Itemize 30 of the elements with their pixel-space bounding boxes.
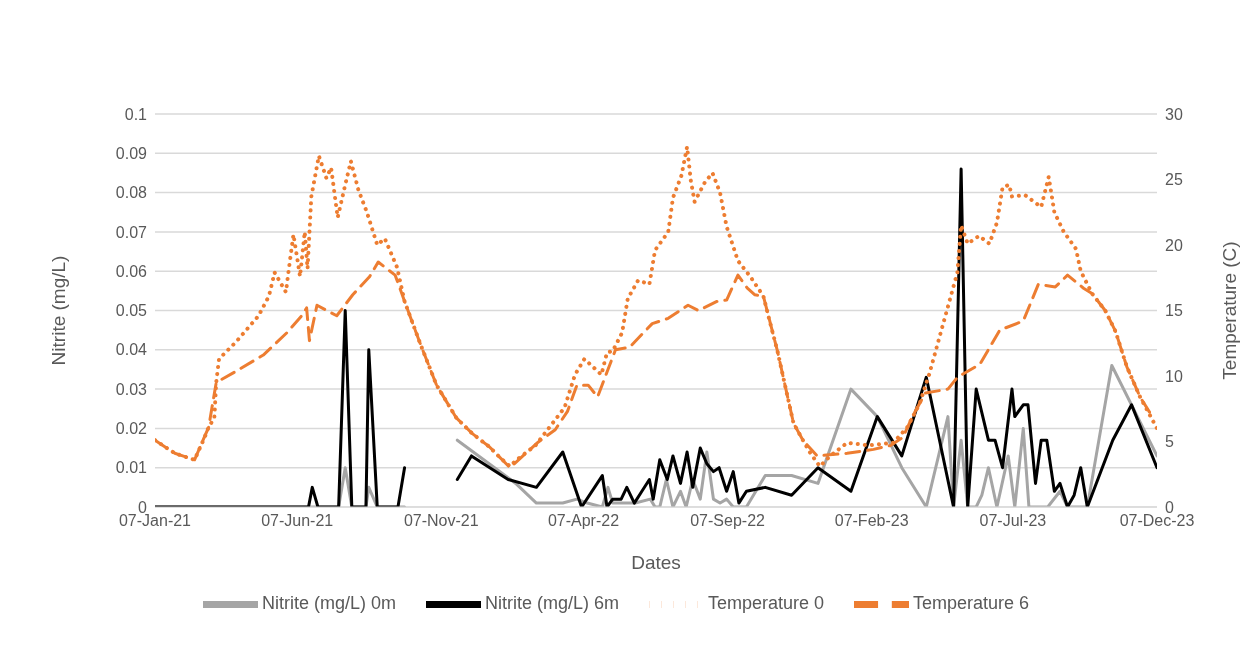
y2-tick-label: 5 (1165, 433, 1174, 451)
y-tick-label: 0.04 (115, 341, 148, 359)
y2-tick-label: 20 (1165, 236, 1183, 254)
y-tick-label: 0.09 (115, 144, 148, 162)
y-tick-label: 0.07 (115, 223, 148, 241)
y-tick-label: 0.06 (115, 262, 148, 280)
y-tick-label: 0.02 (115, 420, 148, 438)
y2-tick-label: 15 (1165, 302, 1183, 320)
y2-axis-title: Temperature (C) (1218, 241, 1240, 380)
x-tick-label: 07-Nov-21 (403, 512, 479, 530)
y-tick-label: 0.1 (124, 105, 148, 123)
legend-label: Nitrite (mg/L) 0m (261, 593, 396, 614)
y-axis-title: Nitrite (mg/L) (47, 255, 69, 366)
x-tick-label: 07-Jul-23 (979, 512, 1047, 530)
x-tick-label: 07-Sep-22 (690, 512, 766, 530)
x-axis-title: Dates (631, 552, 681, 573)
legend-label: Temperature 0 (707, 593, 825, 614)
y-tick-label: 0.03 (115, 380, 148, 398)
x-tick-label: 07-Jan-21 (118, 512, 192, 530)
x-tick-label: 07-Jun-21 (261, 512, 334, 530)
x-tick-label: 07-Feb-23 (834, 512, 909, 530)
y-tick-label: 0.08 (115, 184, 148, 202)
y2-tick-label: 10 (1165, 367, 1183, 385)
y-tick-label: 0.05 (115, 302, 148, 320)
y2-tick-label: 25 (1165, 171, 1183, 189)
legend-label: Nitrite (mg/L) 6m (484, 593, 619, 614)
y-tick-label: 0.01 (115, 459, 148, 477)
x-tick-label: 07-Apr-22 (547, 512, 620, 530)
y2-tick-label: 30 (1165, 105, 1183, 123)
legend-label: Temperature 6 (913, 593, 1030, 614)
